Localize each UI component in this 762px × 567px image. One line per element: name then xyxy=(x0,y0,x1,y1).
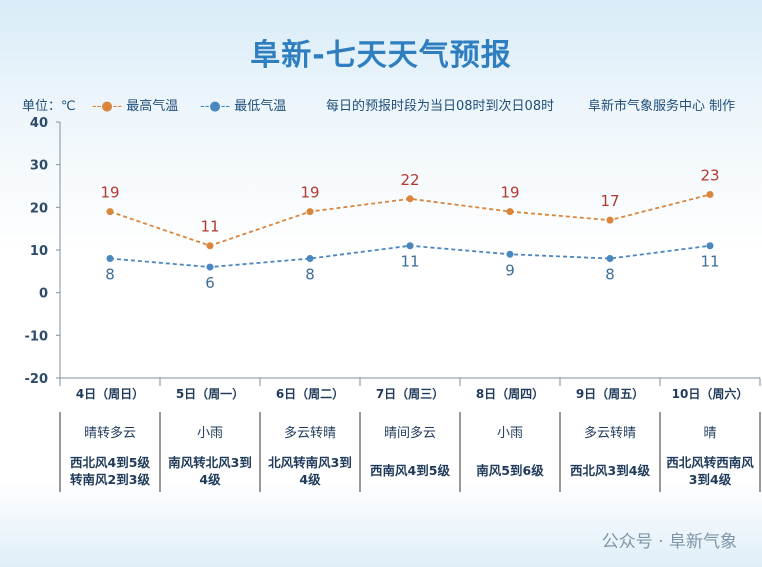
data-label: 22 xyxy=(400,171,419,189)
data-label: 9 xyxy=(505,261,515,279)
unit-label: 单位：℃ xyxy=(22,99,76,114)
data-point xyxy=(306,255,314,263)
date-label: 9日（周五） xyxy=(575,387,645,401)
data-label: 11 xyxy=(200,218,219,236)
data-label: 11 xyxy=(400,253,419,271)
y-tick-label: 10 xyxy=(30,244,48,259)
data-point xyxy=(606,216,614,224)
data-label: 19 xyxy=(300,184,319,202)
data-point xyxy=(106,255,114,263)
data-label: 11 xyxy=(700,253,719,271)
y-tick-label: -20 xyxy=(25,372,49,387)
data-point xyxy=(706,191,714,199)
date-label: 5日（周一） xyxy=(175,387,245,401)
data-point xyxy=(406,195,414,203)
y-tick-label: 20 xyxy=(30,201,48,216)
data-label: 17 xyxy=(600,192,619,210)
data-label: 19 xyxy=(100,184,119,202)
data-label: 19 xyxy=(500,184,519,202)
weather-cell: 多云转晴 xyxy=(583,426,636,441)
date-label: 6日（周二） xyxy=(275,387,345,401)
data-label: 23 xyxy=(700,167,719,185)
data-point xyxy=(206,242,214,250)
wind-cell: 西北风转西南风3到4级 xyxy=(666,455,754,487)
wind-cell: 南风5到6级 xyxy=(476,463,544,478)
page-title: 阜新-七天天气预报 xyxy=(250,38,512,73)
legend-high-label: 最高气温 xyxy=(126,99,179,114)
legend-high: --●-- 最高气温 xyxy=(92,99,179,114)
data-label: 8 xyxy=(305,266,315,284)
data-point xyxy=(506,208,514,216)
data-point xyxy=(506,250,514,258)
wind-cell: 西南风4到5级 xyxy=(370,463,450,478)
y-tick-label: 0 xyxy=(39,287,48,302)
producer: 阜新市气象服务中心 制作 xyxy=(588,99,736,114)
date-label: 7日（周三） xyxy=(375,387,445,401)
legend-low: --●-- 最低气温 xyxy=(200,99,287,114)
weather-cell: 多云转晴 xyxy=(283,426,336,441)
weather-cell: 小雨 xyxy=(196,426,223,441)
y-tick-label: 40 xyxy=(30,116,48,131)
data-point xyxy=(406,242,414,250)
date-label: 10日（周六） xyxy=(671,387,749,401)
watermark: 公众号 · 阜新气象 xyxy=(601,532,737,552)
legend-low-label: 最低气温 xyxy=(234,99,287,114)
y-tick-label: 30 xyxy=(30,159,48,174)
data-point xyxy=(106,208,114,216)
weather-cell: 小雨 xyxy=(496,426,523,441)
data-point xyxy=(606,255,614,263)
period-note: 每日的预报时段为当日08时到次日08时 xyxy=(326,99,555,114)
date-label: 8日（周四） xyxy=(475,387,545,401)
weather-cell: 晴转多云 xyxy=(83,426,136,441)
data-point xyxy=(206,263,214,271)
date-label: 4日（周日） xyxy=(75,387,145,401)
weather-cell: 晴 xyxy=(703,426,717,441)
weather-cell: 晴间多云 xyxy=(383,426,436,441)
data-point xyxy=(706,242,714,250)
data-point xyxy=(306,208,314,216)
wind-cell: 西北风3到4级 xyxy=(570,463,650,478)
wind-cell: 北风转南风3到4级 xyxy=(268,455,352,487)
wind-cell: 南风转北风3到4级 xyxy=(168,455,252,487)
data-label: 8 xyxy=(605,266,615,284)
data-label: 6 xyxy=(205,274,215,292)
wind-cell: 西北风4到5级转南风2到3级 xyxy=(70,455,150,487)
y-tick-label: -10 xyxy=(25,329,49,344)
data-label: 8 xyxy=(105,266,115,284)
